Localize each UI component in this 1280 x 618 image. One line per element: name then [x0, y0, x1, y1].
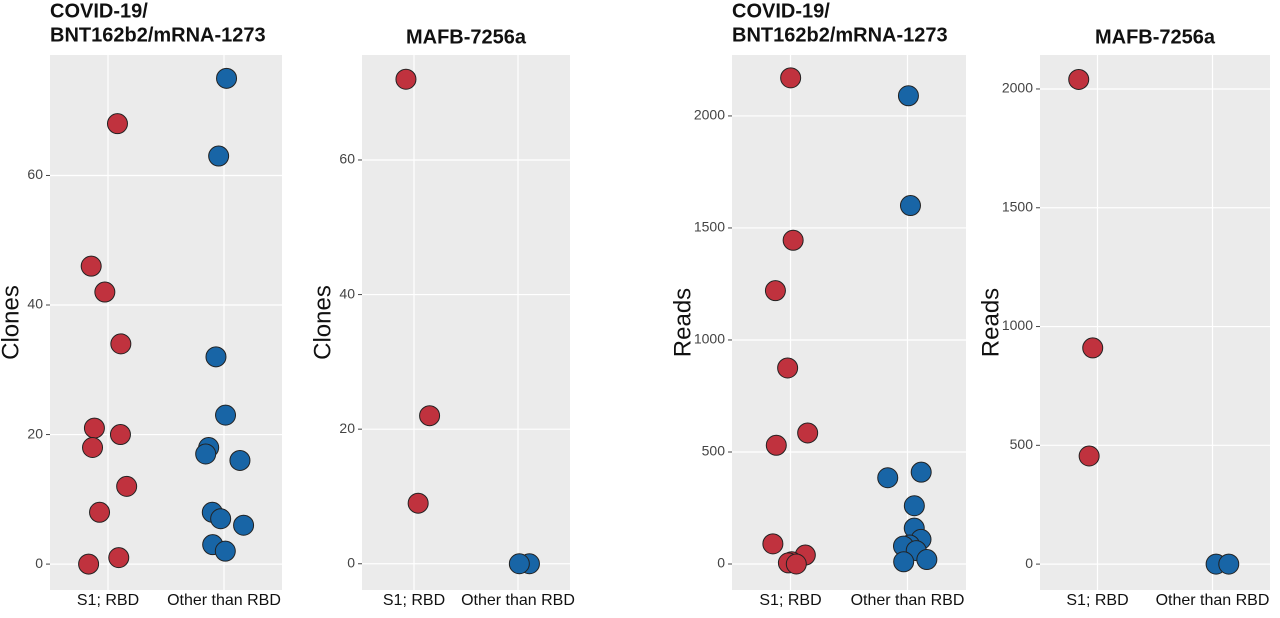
plot-background	[1040, 55, 1270, 590]
point	[78, 553, 100, 575]
point	[80, 255, 102, 277]
y-tick-label: 1000	[1002, 317, 1033, 333]
x-tick-label: Other than RBD	[851, 592, 965, 609]
plot-background	[732, 55, 966, 590]
point	[233, 514, 255, 536]
point	[116, 475, 138, 497]
point	[1078, 445, 1100, 467]
point	[916, 549, 938, 571]
point	[782, 229, 804, 251]
y-tick-label: 2000	[694, 107, 725, 123]
point	[897, 85, 919, 107]
x-tick-label: S1; RBD	[77, 592, 139, 609]
y-tick-label: 0	[1025, 555, 1033, 571]
point	[910, 461, 932, 483]
y-tick-label: 20	[27, 425, 43, 441]
point	[764, 280, 786, 302]
point	[110, 333, 132, 355]
point	[785, 553, 807, 575]
y-tick-label: 500	[702, 443, 726, 459]
point	[214, 540, 236, 562]
point	[777, 357, 799, 379]
y-tick-label: 500	[1010, 436, 1034, 452]
chart-title: MAFB-7256a	[406, 26, 527, 48]
y-tick-label: 0	[717, 555, 725, 571]
point	[395, 68, 417, 90]
y-tick-label: 0	[35, 555, 43, 571]
y-tick-label: 20	[339, 420, 355, 436]
y-tick-label: 1000	[694, 331, 725, 347]
point	[215, 404, 237, 426]
point	[893, 551, 915, 573]
y-axis-label: Clones	[0, 285, 24, 360]
y-tick-label: 2000	[1002, 80, 1033, 96]
point	[877, 467, 899, 489]
point	[407, 492, 429, 514]
x-tick-label: S1; RBD	[383, 592, 445, 609]
chart-title: COVID-19/	[50, 0, 148, 22]
point	[208, 145, 230, 167]
point	[83, 417, 105, 439]
point	[899, 195, 921, 217]
point	[508, 553, 530, 575]
plot-background	[50, 55, 282, 590]
plot-background	[362, 55, 570, 590]
x-tick-label: Other than RBD	[461, 592, 575, 609]
chart-title: COVID-19/	[732, 0, 830, 22]
point	[106, 113, 128, 135]
x-tick-label: Other than RBD	[167, 592, 281, 609]
point	[765, 434, 787, 456]
point	[780, 67, 802, 89]
point	[205, 346, 227, 368]
y-tick-label: 40	[27, 296, 43, 312]
point	[89, 501, 111, 523]
chart-title: MAFB-7256a	[1095, 26, 1216, 48]
point	[1082, 337, 1104, 359]
y-tick-label: 60	[339, 151, 355, 167]
point	[216, 67, 238, 89]
y-tick-label: 40	[339, 285, 355, 301]
x-tick-label: S1; RBD	[1066, 592, 1128, 609]
point	[195, 443, 217, 465]
chart-title: BNT162b2/mRNA-1273	[732, 24, 948, 46]
point	[82, 437, 104, 459]
point	[903, 495, 925, 517]
point	[1068, 68, 1090, 90]
point	[210, 508, 232, 530]
point	[94, 281, 116, 303]
y-axis-label: Reads	[669, 288, 696, 357]
y-tick-label: 60	[27, 166, 43, 182]
y-tick-label: 1500	[694, 219, 725, 235]
y-axis-label: Clones	[309, 285, 336, 360]
point	[797, 422, 819, 444]
x-tick-label: S1; RBD	[759, 592, 821, 609]
point	[419, 405, 441, 427]
y-tick-label: 1500	[1002, 198, 1033, 214]
chart-title: BNT162b2/mRNA-1273	[50, 24, 266, 46]
point	[109, 424, 131, 446]
point	[762, 533, 784, 555]
y-tick-label: 0	[347, 554, 355, 570]
point	[229, 449, 251, 471]
y-axis-label: Reads	[977, 288, 1004, 357]
x-tick-label: Other than RBD	[1156, 592, 1270, 609]
point	[108, 547, 130, 569]
point	[1218, 553, 1240, 575]
